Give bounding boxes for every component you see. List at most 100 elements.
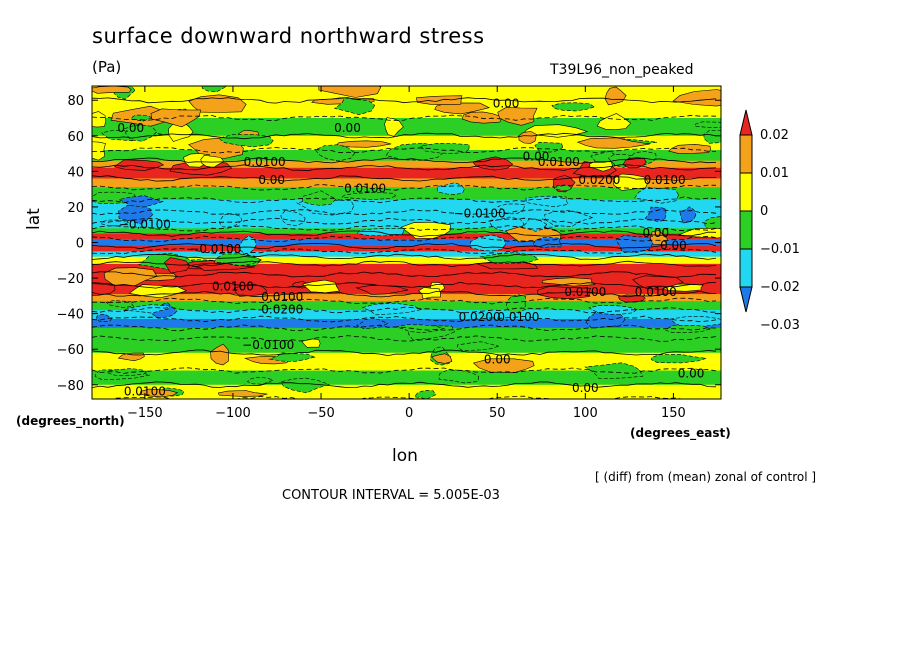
colorbar-label: 0.01 [760,166,789,181]
band-cell [92,352,721,372]
heatmap-cell [461,111,503,124]
colorbar-segment [739,109,753,136]
heatmap-cell [301,338,321,348]
contour-line [92,217,717,225]
heatmap-cell [396,324,446,334]
band-cell [92,167,721,179]
heatmap-cell [650,230,668,245]
heatmap-cell [525,195,569,208]
contour-label: 0.0100 [124,384,166,398]
contour-line [92,315,717,323]
band-cell [92,318,721,329]
heatmap-cell [217,390,268,397]
heatmap-cell [497,106,538,126]
heatmap-cell [703,129,721,144]
contour-line [92,132,717,140]
band-cell [92,160,721,169]
x-tick-label: 150 [661,406,686,421]
y-axis-units: (degrees_north) [16,414,125,428]
contour-line [92,290,717,298]
y-tick-label: 40 [67,165,84,180]
contour-label: 0.0100 [644,173,686,187]
heatmap-cell [521,218,548,232]
contour-line [92,324,717,332]
heatmap-cell [318,86,382,98]
heatmap-cell [356,317,389,329]
contour-line [92,97,717,104]
contour-label: 0.00 [334,121,361,135]
band-cell [92,327,721,340]
contour-label: 0.00 [523,150,550,164]
colorbar-label: 0.02 [760,128,789,143]
x-axis-ticks: −150 −100 −50 0 50 100 150 [127,86,686,421]
heatmap-cell [544,210,594,228]
contour-label: 0.0100 [538,155,580,169]
contour-line [92,306,717,314]
y-tick-label: −40 [57,308,84,323]
heatmap-cell [434,102,490,115]
colorbar-segment [739,286,753,313]
y-tick-label: 60 [67,130,84,145]
contour-line [92,297,717,305]
heatmap-cell [420,142,470,154]
heatmap-cell [694,121,721,128]
band-cell [92,86,721,101]
y-tick-label: 80 [67,94,84,109]
contour-line [92,381,717,389]
heatmap-cell [472,358,535,374]
contour-line [92,281,717,289]
heatmap-cell [92,141,106,161]
contour-label: −0.0100 [454,207,506,221]
y-tick-label: 0 [76,237,84,252]
heatmap-cell [237,235,257,255]
heatmap-cell [246,377,274,385]
contour-label: −0.0100 [242,338,294,352]
heatmap-cell [436,182,465,195]
y-axis-ticks: 80 60 40 20 0 −20 −40 −60 −80 [57,94,721,394]
band-cell [92,178,721,188]
contour-label: 0.0100 [635,285,677,299]
heatmap-cell [650,353,707,364]
y-tick-label: −20 [57,272,84,287]
contour-interval: CONTOUR INTERVAL = 5.005E-03 [282,488,500,503]
band-cell [92,233,721,240]
heatmap-cell [361,302,422,316]
contour-line [92,242,717,250]
heatmap-cell [644,206,667,222]
contour-line [92,349,717,357]
heatmap-cell [333,97,376,116]
colorbar: 0.02 0.01 0 −0.01 −0.02 −0.03 [739,109,800,333]
band-cell [92,338,721,354]
x-axis-units: (degrees_east) [630,426,731,440]
heatmap-cell [431,353,453,364]
heatmap-cell [384,117,404,137]
heatmap-cell [552,184,573,192]
contour-label: 0.00 [642,226,669,240]
contour-lines [92,97,717,399]
colorbar-label: 0 [760,204,768,219]
colorbar-segment [739,248,753,288]
heatmap-cell [335,140,392,148]
contour-line [92,147,717,154]
band-cell [92,294,721,302]
y-tick-label: 20 [67,201,84,216]
contour-label: 0.0100 [212,280,254,294]
heatmap-cell [200,154,225,168]
heatmap-cell [400,221,451,239]
contour-line [92,184,717,191]
heatmap-cell [416,95,463,106]
band-cell [92,251,721,258]
heatmap-cell [188,94,247,113]
run-label: T39L96_non_peaked [550,62,694,78]
chart-title: surface downward northward stress [92,24,485,48]
contour-line [92,230,717,237]
heatmap-cell [268,352,316,362]
heatmap-cell [92,111,107,128]
contour-line [92,367,717,374]
heatmap-cell [218,213,243,228]
heatmap-cell [302,190,337,206]
heatmap-cell [497,203,526,215]
contour-label: 0.0100 [564,285,606,299]
contour-label: −0.0100 [119,217,171,231]
heatmap-cell [101,219,129,227]
